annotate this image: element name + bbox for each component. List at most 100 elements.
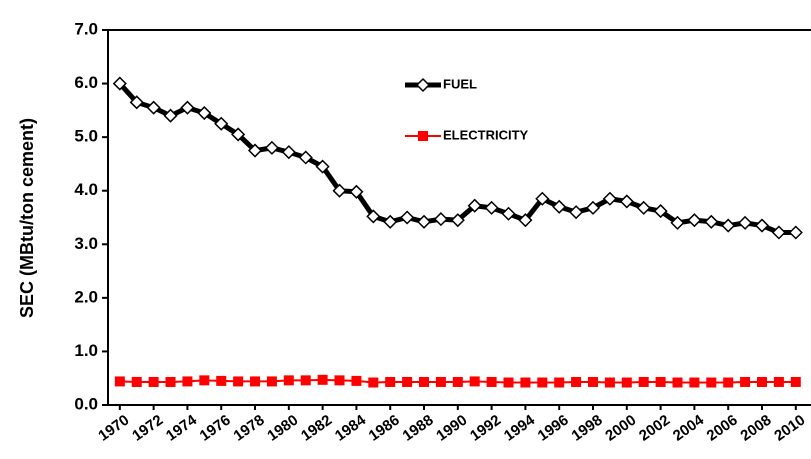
point xyxy=(214,116,229,131)
point xyxy=(604,377,615,388)
point xyxy=(689,377,700,388)
x-tick-label: 1980 xyxy=(264,412,301,445)
point xyxy=(771,225,786,240)
point xyxy=(773,376,784,387)
point xyxy=(300,375,311,386)
point xyxy=(756,376,767,387)
point xyxy=(486,376,497,387)
x-tick-label: 1990 xyxy=(433,412,470,445)
point xyxy=(738,215,753,230)
point xyxy=(264,140,279,155)
x-tick-label: 2008 xyxy=(737,412,774,445)
y-tick-label: 0.0 xyxy=(74,394,98,413)
point xyxy=(554,377,565,388)
point xyxy=(146,100,161,115)
point xyxy=(621,377,632,388)
x-tick-label: 2006 xyxy=(704,412,741,445)
x-tick-label: 1992 xyxy=(467,412,504,445)
point xyxy=(569,205,584,220)
x-tick-label: 1976 xyxy=(197,412,234,445)
point xyxy=(334,375,345,386)
point xyxy=(636,200,651,215)
x-tick-label: 2010 xyxy=(771,412,808,445)
point xyxy=(754,218,770,233)
point xyxy=(638,376,649,387)
point xyxy=(788,225,803,240)
point xyxy=(366,209,381,224)
series-line xyxy=(117,81,796,235)
y-tick-label: 5.0 xyxy=(74,127,98,146)
x-tick-label: 1984 xyxy=(332,411,370,444)
x-tick-label: 2000 xyxy=(602,412,639,445)
point xyxy=(419,376,430,387)
point xyxy=(383,214,398,229)
x-tick-label: 1998 xyxy=(568,412,605,445)
point xyxy=(351,375,362,386)
point xyxy=(247,143,263,158)
point xyxy=(469,376,480,387)
point xyxy=(332,183,347,198)
legend-marker xyxy=(415,77,431,93)
point xyxy=(704,214,719,229)
x-tick-label: 1970 xyxy=(95,412,132,445)
point xyxy=(619,194,634,209)
y-tick-label: 7.0 xyxy=(74,19,98,38)
point xyxy=(501,206,516,221)
point xyxy=(199,375,210,386)
point xyxy=(197,105,212,121)
y-axis-label: SEC (MBtu/ton cement) xyxy=(17,118,37,318)
point xyxy=(687,213,702,228)
point xyxy=(315,159,330,174)
x-tick-label: 1988 xyxy=(399,412,436,445)
point xyxy=(182,376,193,387)
series xyxy=(114,374,801,388)
point xyxy=(588,376,599,387)
point xyxy=(655,376,666,387)
point xyxy=(416,214,432,229)
point xyxy=(283,375,294,386)
y-tick-label: 3.0 xyxy=(74,234,98,253)
point xyxy=(571,376,582,387)
x-tick-label: 2002 xyxy=(636,412,673,445)
point xyxy=(266,376,277,387)
point xyxy=(585,200,601,215)
point xyxy=(672,377,683,388)
x-tick-label: 1972 xyxy=(129,412,166,445)
point xyxy=(165,376,176,387)
x-tick-label: 1986 xyxy=(366,412,403,445)
legend-label: FUEL xyxy=(443,76,477,91)
series xyxy=(112,76,803,240)
point xyxy=(537,377,548,388)
point xyxy=(216,375,227,386)
legend-marker xyxy=(418,131,428,141)
point xyxy=(535,191,550,206)
x-tick-label: 1996 xyxy=(535,412,572,445)
point xyxy=(180,100,195,115)
point xyxy=(402,376,413,387)
plot-frame xyxy=(107,29,811,406)
point xyxy=(450,213,465,228)
y-tick-label: 1.0 xyxy=(74,341,98,360)
point xyxy=(723,377,734,388)
x-tick-label: 1978 xyxy=(231,412,268,445)
point xyxy=(721,218,736,233)
point xyxy=(433,212,448,227)
x-tick-label: 1974 xyxy=(163,411,201,444)
y-tick-label: 4.0 xyxy=(74,180,98,199)
point xyxy=(385,376,396,387)
x-tick-label: 1994 xyxy=(501,411,539,444)
point xyxy=(706,377,717,388)
point xyxy=(298,150,313,165)
point xyxy=(602,191,617,206)
point xyxy=(368,377,379,388)
y-tick-label: 6.0 xyxy=(74,73,98,92)
point xyxy=(670,215,685,230)
point xyxy=(349,184,364,199)
point xyxy=(503,377,514,388)
point xyxy=(129,95,144,110)
x-tick-label: 2004 xyxy=(670,411,708,444)
legend-label: ELECTRICITY xyxy=(443,127,529,142)
point xyxy=(231,127,246,142)
x-tick-label: 1982 xyxy=(298,412,335,445)
